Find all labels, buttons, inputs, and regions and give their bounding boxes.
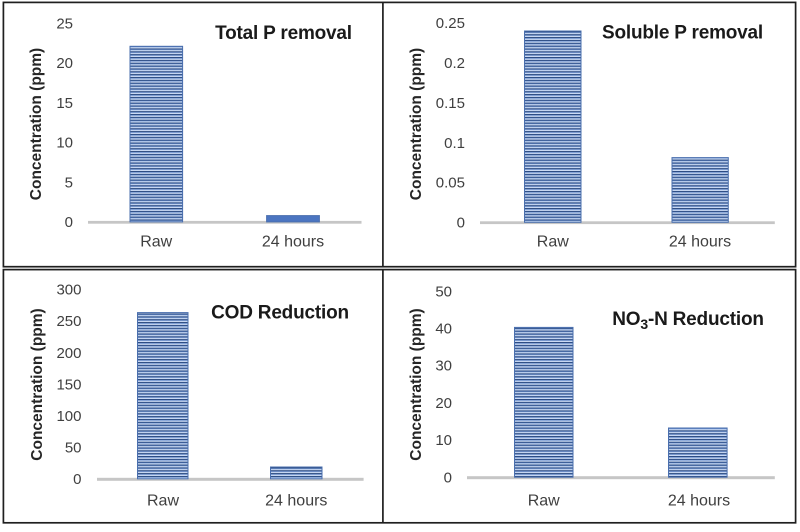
svg-text:0.25: 0.25 <box>436 15 465 32</box>
svg-text:25: 25 <box>56 15 73 32</box>
svg-text:0: 0 <box>65 214 73 231</box>
svg-text:Soluble P removal: Soluble P removal <box>602 22 763 43</box>
svg-text:0: 0 <box>444 469 452 486</box>
svg-text:250: 250 <box>56 313 81 330</box>
svg-text:150: 150 <box>56 376 81 393</box>
svg-text:40: 40 <box>435 321 452 338</box>
svg-text:Raw: Raw <box>147 493 179 510</box>
svg-text:0: 0 <box>457 215 465 232</box>
svg-text:COD Reduction: COD Reduction <box>211 302 349 323</box>
svg-text:10: 10 <box>435 432 452 449</box>
svg-text:Concentration (ppm): Concentration (ppm) <box>28 48 45 200</box>
svg-text:24 hours: 24 hours <box>669 234 731 251</box>
svg-text:0.05: 0.05 <box>436 175 465 192</box>
svg-text:Concentration (ppm): Concentration (ppm) <box>29 308 46 460</box>
svg-text:24 hours: 24 hours <box>668 493 730 510</box>
svg-text:Concentration (ppm): Concentration (ppm) <box>408 308 425 460</box>
svg-text:Total P removal: Total P removal <box>215 23 352 44</box>
svg-text:10: 10 <box>56 135 73 152</box>
svg-text:0.15: 0.15 <box>436 95 465 112</box>
svg-text:0.2: 0.2 <box>444 55 465 72</box>
svg-text:15: 15 <box>56 95 73 112</box>
svg-text:20: 20 <box>56 55 73 72</box>
svg-text:Raw: Raw <box>140 234 172 251</box>
svg-text:NO3-N Reduction: NO3-N Reduction <box>612 309 764 332</box>
svg-text:Raw: Raw <box>528 493 560 510</box>
svg-text:50: 50 <box>435 283 452 300</box>
svg-text:100: 100 <box>56 408 81 425</box>
svg-text:5: 5 <box>65 174 73 191</box>
svg-text:20: 20 <box>435 395 452 412</box>
svg-text:0.1: 0.1 <box>444 135 465 152</box>
svg-text:Concentration (ppm): Concentration (ppm) <box>408 48 425 200</box>
svg-text:300: 300 <box>56 282 81 299</box>
svg-text:24 hours: 24 hours <box>265 493 327 510</box>
svg-text:0: 0 <box>73 471 81 488</box>
svg-text:Raw: Raw <box>537 234 569 251</box>
svg-text:24 hours: 24 hours <box>262 234 324 251</box>
svg-text:50: 50 <box>65 439 82 456</box>
svg-text:30: 30 <box>435 358 452 375</box>
svg-text:200: 200 <box>56 345 81 362</box>
